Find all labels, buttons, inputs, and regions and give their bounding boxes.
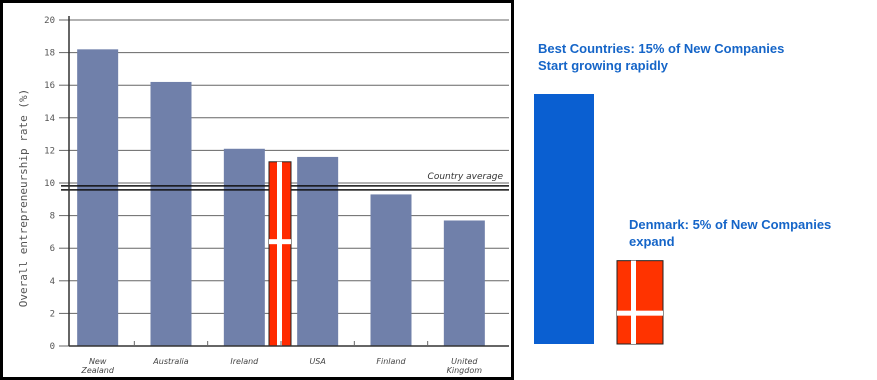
- y-tick-label: 4: [50, 277, 55, 287]
- x-tick-label: Ireland: [230, 357, 259, 366]
- denmark-caption-line1: Denmark: 5% of New Companies: [629, 217, 832, 232]
- bar-new-zealand: [77, 49, 119, 347]
- bar-finland: [370, 194, 412, 346]
- y-tick-label: 20: [44, 16, 55, 26]
- x-tick-label: Finland: [376, 357, 406, 366]
- y-tick-label: 14: [44, 114, 55, 124]
- y-tick-label: 16: [44, 81, 55, 91]
- best-countries-caption-line1: Best Countries: 15% of New Companies: [538, 41, 785, 56]
- y-tick-label: 0: [50, 342, 55, 352]
- flag-cross-horizontal: [269, 239, 291, 245]
- axis-labels: 0 2 4 6 8 10 12 14 16 18 20 New Zealand Australia Irel…: [44, 16, 482, 375]
- country-average-label: Country average: [428, 172, 504, 182]
- bar-australia: [150, 81, 192, 346]
- bar-usa: [297, 156, 339, 346]
- y-tick-label: 12: [44, 146, 55, 156]
- bar-ireland: [223, 148, 265, 346]
- axes: [59, 16, 509, 347]
- y-tick-label: 2: [50, 309, 55, 319]
- y-tick-label: 10: [44, 179, 55, 189]
- denmark-caption-line2: expand: [629, 234, 675, 249]
- y-tick-label: 18: [44, 49, 55, 59]
- denmark-bar-cross-horizontal: [617, 310, 663, 316]
- x-tick-label: United Kingdom: [447, 357, 483, 375]
- best-countries-caption: Best Countries: 15% of New Companies Sta…: [538, 40, 784, 74]
- bar-united-kingdom: [443, 220, 485, 346]
- bars: [77, 49, 485, 347]
- denmark-flag-bar: [268, 161, 292, 347]
- y-axis-label: Overall entrepreneurship rate (%): [17, 89, 30, 308]
- denmark-bar: [616, 260, 664, 345]
- x-tick-label: Australia: [152, 357, 188, 366]
- entrepreneurship-chart: Country average 0 2 4 6 8 10 12 14 16 18 20 New Zeal…: [17, 16, 509, 375]
- growth-comparison-panel: Best Countries: 15% of New Companies Sta…: [514, 0, 877, 380]
- flag-cross-vertical: [277, 161, 282, 346]
- x-tick-label: New Zealand: [80, 357, 115, 375]
- y-tick-label: 8: [50, 212, 55, 222]
- best-countries-caption-line2: Start growing rapidly: [538, 58, 669, 73]
- x-tick-label: USA: [309, 357, 325, 366]
- entrepreneurship-chart-frame: Country average 0 2 4 6 8 10 12 14 16 18 20 New Zeal…: [0, 0, 514, 380]
- denmark-bar-cross-vertical: [631, 260, 636, 344]
- y-tick-label: 6: [50, 244, 55, 254]
- best-countries-bar: [534, 94, 594, 344]
- denmark-caption: Denmark: 5% of New Companies expand: [629, 216, 831, 250]
- growth-bars: [534, 94, 664, 345]
